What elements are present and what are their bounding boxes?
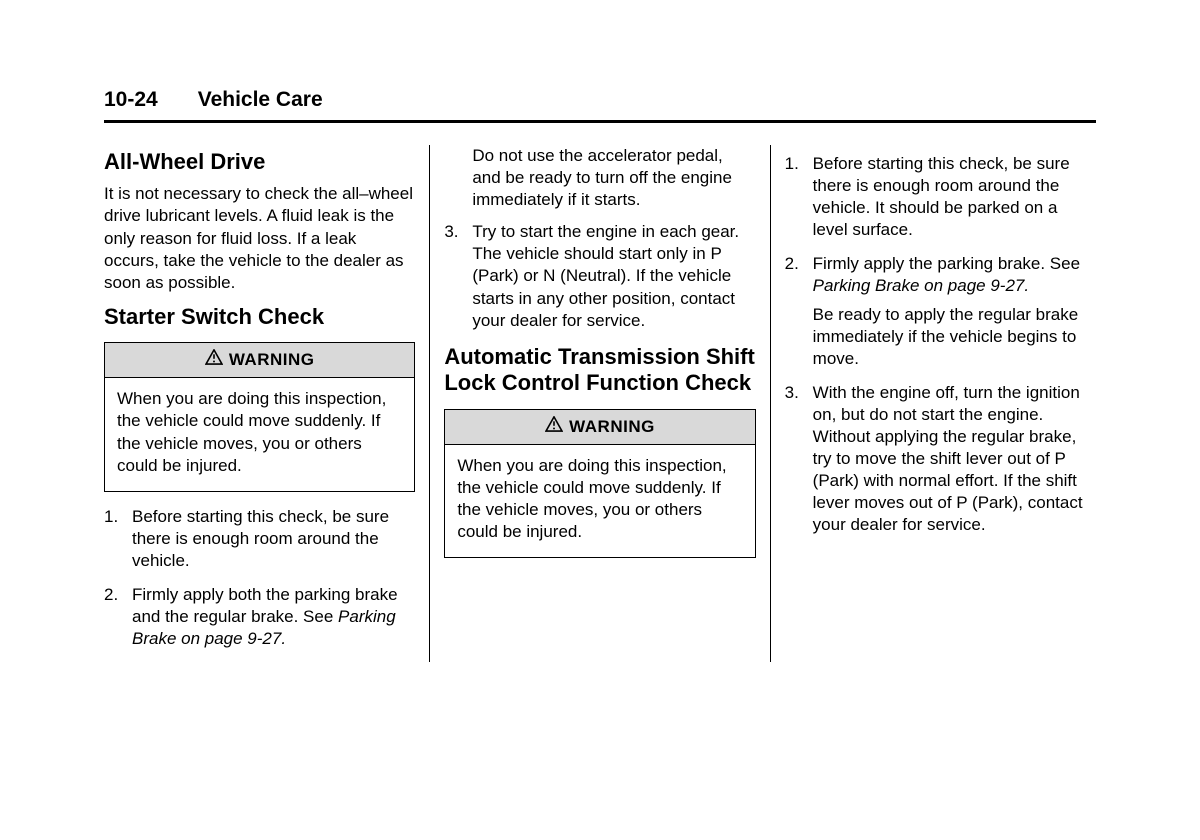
- page: 10-24 Vehicle Care All-Wheel Drive It is…: [0, 0, 1200, 702]
- warning-header: WARNING: [445, 410, 754, 445]
- steps-list: Before starting this check, be sure ther…: [104, 506, 415, 651]
- page-number: 10-24: [104, 88, 158, 112]
- step-text: Firmly apply the parking brake. See: [813, 254, 1080, 273]
- warning-header: WARNING: [105, 343, 414, 378]
- chapter-title: Vehicle Care: [198, 88, 323, 112]
- cross-ref: Parking Brake on page 9-27.: [813, 276, 1029, 295]
- step-item: Firmly apply the parking brake. See Park…: [785, 253, 1096, 369]
- section-title-starter-switch-check: Starter Switch Check: [104, 304, 415, 330]
- column-2: Do not use the accelerator pedal, and be…: [429, 145, 769, 662]
- step-sub-text: Be ready to apply the regular brake imme…: [813, 304, 1096, 370]
- body-text: It is not necessary to check the all–whe…: [104, 183, 415, 293]
- columns: All-Wheel Drive It is not necessary to c…: [104, 145, 1096, 662]
- step-item: With the engine off, turn the ignition o…: [785, 382, 1096, 537]
- section-title-all-wheel-drive: All-Wheel Drive: [104, 149, 415, 175]
- step-item: Before starting this check, be sure ther…: [785, 153, 1096, 241]
- warning-box: WARNING When you are doing this inspecti…: [104, 342, 415, 491]
- warning-body: When you are doing this inspection, the …: [105, 378, 414, 490]
- warning-triangle-icon: [545, 416, 563, 438]
- continued-step-text: Do not use the accelerator pedal, and be…: [444, 145, 755, 211]
- warning-triangle-icon: [205, 349, 223, 371]
- warning-label: WARNING: [229, 349, 315, 371]
- section-title-shift-lock-check: Automatic Transmission Shift Lock Contro…: [444, 344, 755, 397]
- warning-body: When you are doing this inspection, the …: [445, 445, 754, 557]
- column-1: All-Wheel Drive It is not necessary to c…: [104, 145, 429, 662]
- warning-label: WARNING: [569, 416, 655, 438]
- page-header: 10-24 Vehicle Care: [104, 88, 1096, 123]
- column-3: Before starting this check, be sure ther…: [770, 145, 1096, 662]
- steps-list: Before starting this check, be sure ther…: [785, 153, 1096, 537]
- steps-list: Try to start the engine in each gear. Th…: [444, 221, 755, 331]
- step-item: Before starting this check, be sure ther…: [104, 506, 415, 572]
- step-item: Try to start the engine in each gear. Th…: [444, 221, 755, 331]
- step-item: Firmly apply both the parking brake and …: [104, 584, 415, 650]
- warning-box: WARNING When you are doing this inspecti…: [444, 409, 755, 558]
